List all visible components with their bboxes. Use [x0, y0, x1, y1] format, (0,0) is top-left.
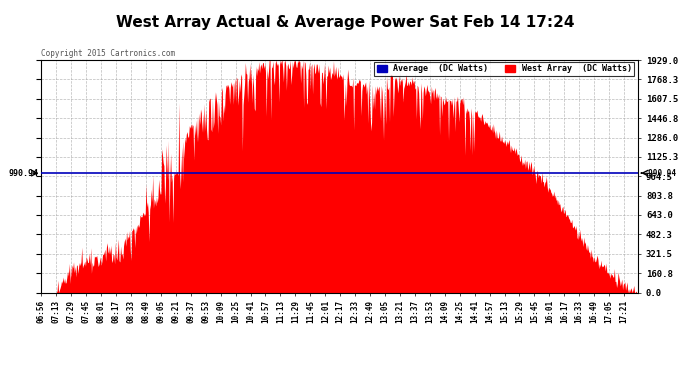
- Text: Copyright 2015 Cartronics.com: Copyright 2015 Cartronics.com: [41, 49, 175, 58]
- Text: →990.94: →990.94: [640, 169, 676, 178]
- Legend: Average  (DC Watts), West Array  (DC Watts): Average (DC Watts), West Array (DC Watts…: [374, 62, 634, 76]
- Text: West Array Actual & Average Power Sat Feb 14 17:24: West Array Actual & Average Power Sat Fe…: [116, 15, 574, 30]
- Text: 990.94: 990.94: [8, 169, 39, 178]
